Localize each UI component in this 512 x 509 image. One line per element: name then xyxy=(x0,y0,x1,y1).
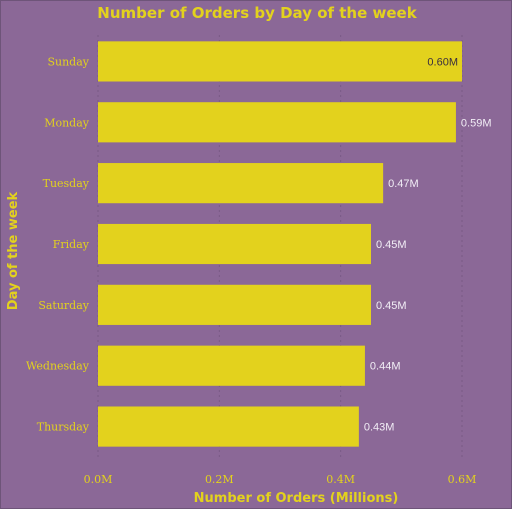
bar-monday xyxy=(98,102,456,143)
x-tick-label: 0.0M xyxy=(84,473,113,486)
y-tick-label: Saturday xyxy=(38,299,89,312)
bar-friday xyxy=(98,223,371,265)
y-tick-labels: Sunday Monday Tuesday Friday Saturday Wednesd… xyxy=(26,55,90,433)
y-axis-title: Day of the week xyxy=(6,191,21,310)
x-axis-title: Number of Orders (Millions) xyxy=(194,491,399,506)
y-tick-label: Friday xyxy=(53,238,90,251)
bar-wednesday xyxy=(98,345,365,386)
data-label: 0.43M xyxy=(364,422,395,434)
bar-sunday xyxy=(98,41,462,82)
bar-saturday xyxy=(98,284,371,325)
data-label: 0.45M xyxy=(376,300,407,312)
x-tick-label: 0.6M xyxy=(448,473,477,486)
data-label: 0.60M xyxy=(427,56,458,68)
bars xyxy=(98,41,462,447)
x-tick-labels: 0.0M 0.2M 0.4M 0.6M xyxy=(84,473,477,486)
x-tick-label: 0.4M xyxy=(326,473,355,486)
data-label: 0.45M xyxy=(376,239,407,251)
data-labels: 0.60M 0.59M 0.47M 0.45M 0.45M 0.44M 0.43M xyxy=(364,56,492,433)
y-tick-label: Monday xyxy=(44,116,90,129)
bar-tuesday xyxy=(98,163,384,204)
x-tick-label: 0.2M xyxy=(205,473,234,486)
y-tick-label: Tuesday xyxy=(43,177,90,190)
y-tick-label: Thursday xyxy=(37,421,90,434)
data-label: 0.59M xyxy=(461,117,492,129)
y-tick-label: Wednesday xyxy=(26,360,90,373)
y-tick-label: Sunday xyxy=(47,55,89,68)
data-label: 0.44M xyxy=(370,361,401,373)
chart-title: Number of Orders by Day of the week xyxy=(97,4,417,22)
data-label: 0.47M xyxy=(388,178,419,190)
bar-thursday xyxy=(98,406,359,447)
